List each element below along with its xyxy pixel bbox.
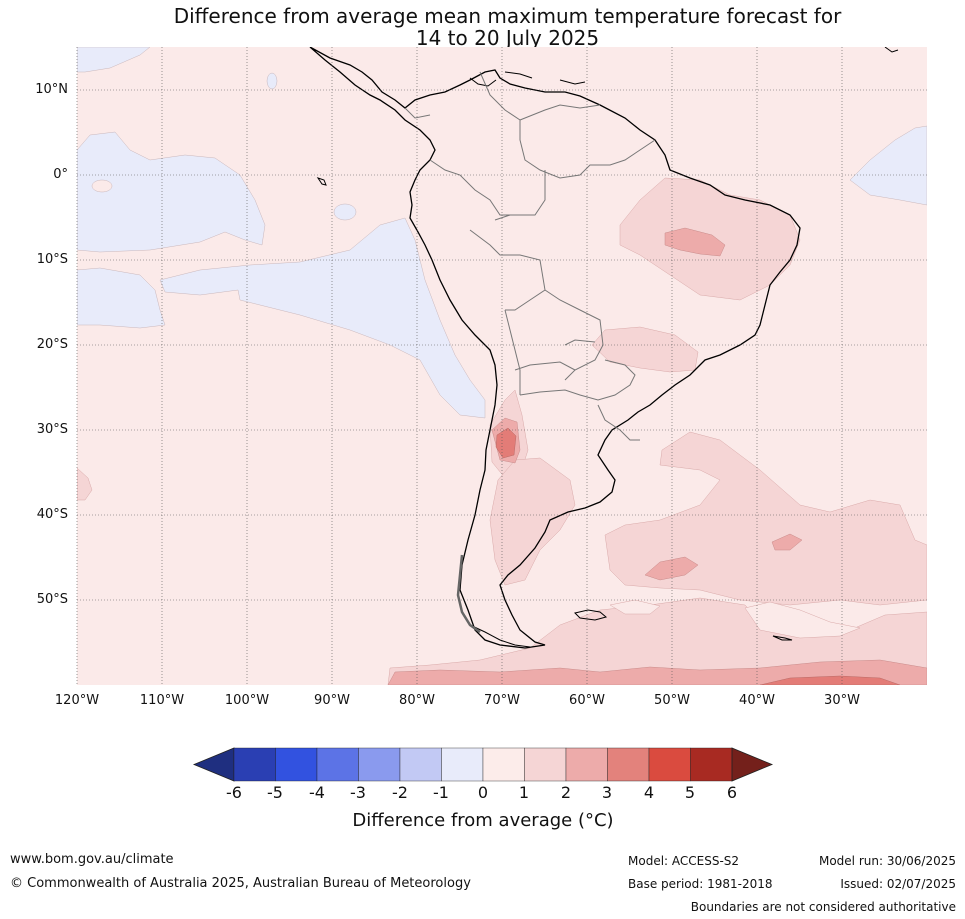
warm-region-brazil-core <box>664 227 726 257</box>
lat-label-40s: 40°S <box>36 507 68 522</box>
lat-label-50s: 50°S <box>36 592 68 607</box>
colorbar-segment <box>482 747 525 782</box>
neutral-region-south-2 <box>609 599 661 615</box>
tierra-del-fuego <box>469 624 531 648</box>
boundary-disclaimer: Boundaries are not considered authoritat… <box>690 900 956 914</box>
lon-label-70w: 70°W <box>484 693 520 708</box>
lat-label-30s: 30°S <box>36 422 68 437</box>
colorbar-tick-2: 2 <box>560 783 572 802</box>
cool-region-atlantic <box>849 125 927 206</box>
warm-region-argentina <box>489 457 576 586</box>
falkland-islands <box>574 609 608 621</box>
colorbar-segment <box>233 747 276 782</box>
south-georgia <box>772 635 793 641</box>
graticule <box>76 47 927 685</box>
lon-label-110w: 110°W <box>139 693 185 708</box>
warm-region-atlantic-core-1 <box>644 556 699 581</box>
colorbar-arrow-low <box>192 747 235 782</box>
lat-label-20s: 20°S <box>36 337 68 352</box>
galapagos-islands <box>316 177 327 186</box>
south-america-coastline <box>309 47 801 649</box>
colorbar-tick-minus5: -5 <box>267 783 283 802</box>
colorbar-segment <box>275 747 318 782</box>
colorbar-tick-5: 5 <box>684 783 696 802</box>
cool-region-pacific-equatorial <box>77 131 266 253</box>
warm-region-southern-peak <box>759 675 901 685</box>
lon-label-120w: 120°W <box>54 693 100 708</box>
website-link[interactable]: www.bom.gov.au/climate <box>10 852 174 867</box>
map-title-line2: 14 to 20 July 2025 <box>415 26 600 50</box>
copyright-text: © Commonwealth of Australia 2025, Austra… <box>10 876 471 891</box>
colorbar-tick-4: 4 <box>643 783 655 802</box>
colorbar-title: Difference from average (°C) <box>352 810 614 831</box>
lon-label-90w: 90°W <box>314 693 350 708</box>
cool-region-small-3 <box>91 179 113 193</box>
lon-label-40w: 40°W <box>739 693 775 708</box>
lat-label-10n: 10°N <box>35 82 68 97</box>
colorbar-tick-1: 1 <box>518 783 530 802</box>
colorbar-tick-3: 3 <box>601 783 613 802</box>
neutral-region-south <box>744 601 861 639</box>
lon-label-80w: 80°W <box>399 693 435 708</box>
chile-archipelago <box>456 554 481 634</box>
colorbar-segment <box>358 747 401 782</box>
lon-label-100w: 100°W <box>224 693 270 708</box>
warm-region-andes-peak <box>495 427 517 459</box>
model-run-date: Model run: 30/06/2025 <box>818 854 956 868</box>
issued-date: Issued: 02/07/2025 <box>840 877 956 891</box>
colorbar-segment <box>441 747 484 782</box>
cool-region-small-1 <box>333 203 357 221</box>
lon-label-30w: 30°W <box>824 693 860 708</box>
base-period: Base period: 1981-2018 <box>628 877 773 891</box>
cool-region-pacific-central <box>159 217 486 419</box>
warm-region-west-edge <box>77 467 93 501</box>
colorbar-segment <box>690 747 733 782</box>
colorbar-segment <box>316 747 359 782</box>
cool-region-small-2 <box>266 72 278 90</box>
map-title-line1: Difference from average mean maximum tem… <box>173 4 842 28</box>
colorbar-tick-minus6: -6 <box>226 783 242 802</box>
colorbar-arrow-high <box>731 747 774 782</box>
caribbean-islands <box>469 47 899 87</box>
colorbar-tick-minus2: -2 <box>392 783 408 802</box>
warm-region-southern-ocean <box>387 597 927 685</box>
colorbar-segment <box>648 747 691 782</box>
colorbar-tick-minus4: -4 <box>309 783 325 802</box>
lon-label-60w: 60°W <box>569 693 605 708</box>
lat-label-0: 0° <box>53 167 68 182</box>
colorbar-segment <box>524 747 567 782</box>
cool-region-pacific-west <box>77 267 166 329</box>
warm-region-atlantic-core-2 <box>771 533 803 551</box>
colorbar <box>192 747 774 782</box>
colorbar-segment <box>399 747 442 782</box>
colorbar-tick-minus3: -3 <box>350 783 366 802</box>
colorbar-tick-minus1: -1 <box>433 783 449 802</box>
lat-label-10s: 10°S <box>36 252 68 267</box>
colorbar-tick-0: 0 <box>477 783 489 802</box>
colorbar-segment <box>607 747 650 782</box>
colorbar-segment <box>565 747 608 782</box>
model-name: Model: ACCESS-S2 <box>628 854 740 868</box>
lon-label-50w: 50°W <box>654 693 690 708</box>
cool-region-pacific-north <box>77 47 151 73</box>
colorbar-tick-6: 6 <box>726 783 738 802</box>
